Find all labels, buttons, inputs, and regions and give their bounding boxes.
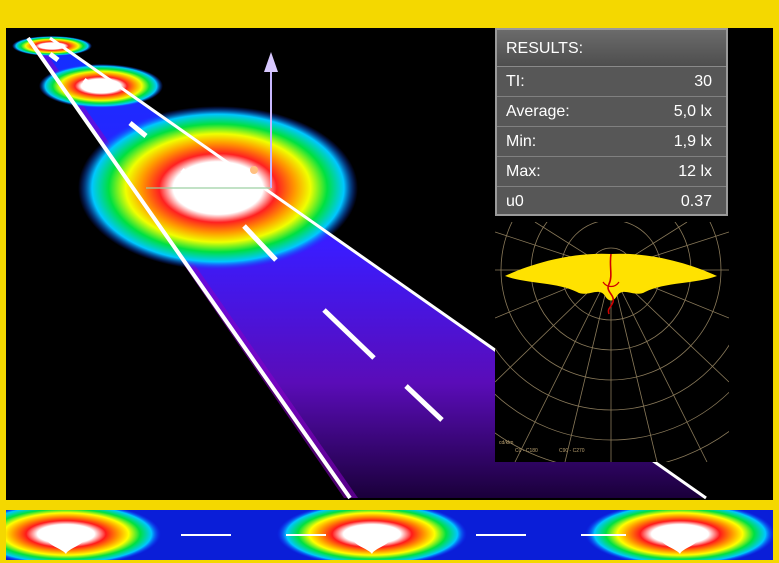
result-value: 12 lx bbox=[678, 163, 712, 180]
result-value: 30 bbox=[694, 73, 712, 90]
result-label: TI: bbox=[506, 73, 525, 90]
result-row-u0: u0 0.37 bbox=[497, 187, 726, 216]
distribution-curve-c0 bbox=[607, 253, 615, 315]
result-row-min: Min: 1,9 lx bbox=[497, 127, 726, 157]
result-row-ti: TI: 30 bbox=[497, 67, 726, 97]
polar-footer-left: cd/klm bbox=[499, 440, 513, 446]
3d-road-viewport[interactable]: RESULTS: TI: 30 Average: 5,0 lx Min: 1,9… bbox=[6, 28, 773, 500]
results-title: RESULTS: bbox=[497, 30, 726, 67]
result-value: 5,0 lx bbox=[673, 103, 712, 120]
polar-footer-mid: C0 - C180 bbox=[515, 448, 538, 454]
plan-view-render bbox=[6, 510, 773, 560]
lane-dashes bbox=[48, 52, 444, 422]
results-panel: RESULTS: TI: 30 Average: 5,0 lx Min: 1,9… bbox=[495, 28, 728, 216]
result-value: 0.37 bbox=[680, 193, 712, 210]
result-label: u0 bbox=[506, 193, 524, 210]
result-label: Min: bbox=[506, 133, 537, 150]
light-pool-mid bbox=[39, 64, 163, 108]
result-label: Average: bbox=[506, 103, 570, 120]
plan-hearts bbox=[46, 526, 701, 554]
plan-view-strip[interactable] bbox=[6, 510, 773, 560]
result-row-max: Max: 12 lx bbox=[497, 157, 726, 187]
polar-intensity-diagram: cd/klm C0 - C180 C90 - C270 bbox=[495, 222, 729, 462]
result-value: 1,9 lx bbox=[673, 133, 712, 150]
distribution-curve-c90 bbox=[602, 281, 620, 288]
road-edge-left bbox=[26, 36, 352, 500]
polar-footer-right: C90 - C270 bbox=[559, 448, 585, 454]
result-row-average: Average: 5,0 lx bbox=[497, 97, 726, 127]
luminaire-axis bbox=[146, 52, 278, 189]
result-label: Max: bbox=[506, 163, 541, 180]
